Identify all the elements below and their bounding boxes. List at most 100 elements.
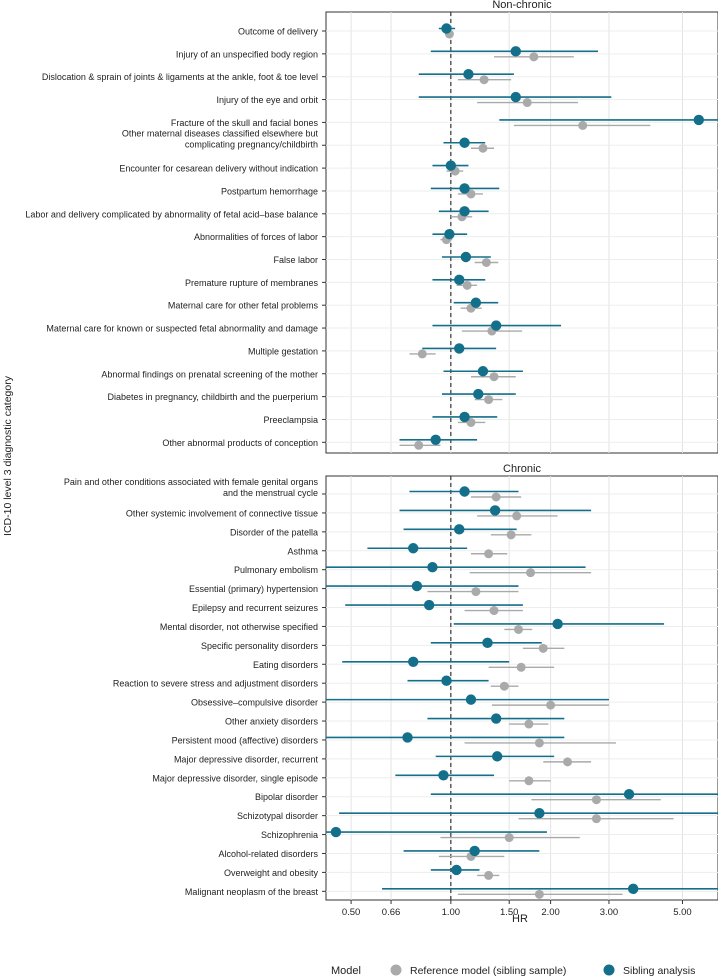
sib-point (459, 206, 470, 217)
sib-point (330, 826, 342, 838)
x-tick-label: 1.00 (442, 907, 461, 918)
x-tick-label: 0.50 (342, 907, 361, 918)
sib-point (454, 274, 465, 286)
ref-point (529, 52, 539, 62)
row-label: Obsessive–compulsive disorder (191, 698, 318, 708)
row-label: Diabetes in pregnancy, childbirth and th… (108, 392, 318, 402)
row-label: Postpartum hemorrhage (221, 186, 318, 196)
row-label: Reaction to severe stress and adjustment… (113, 679, 319, 689)
ref-point (513, 624, 523, 634)
x-axis-label: HR (512, 913, 528, 925)
ref-point (466, 417, 476, 427)
panel-0: Non-chronic Outcome of delivery Injury of … (25, 0, 718, 454)
row-label: Disorder of the patella (230, 527, 318, 537)
legend-sibling-marker (603, 964, 615, 976)
ref-point (504, 833, 514, 843)
row-label: Asthma (287, 546, 318, 556)
sib-point (451, 864, 462, 876)
ref-point (522, 98, 532, 108)
sib-point (469, 845, 480, 857)
sib-point (552, 618, 563, 630)
ref-point (489, 372, 499, 382)
sib-point (482, 637, 493, 649)
sib-point (490, 713, 502, 724)
row-label: Bipolar disorder (255, 792, 318, 802)
row-label: Pulmonary embolism (234, 565, 318, 575)
row-label: Abnormal findings on prenatal screening … (101, 369, 318, 379)
ref-point (563, 757, 573, 767)
ref-point (506, 530, 516, 540)
sib-point (465, 694, 477, 705)
legend-reference-marker (390, 964, 402, 976)
ref-point (414, 440, 424, 450)
row-label: Encounter for cesarean delivery without … (119, 164, 318, 174)
row-label: Eating disorders (253, 660, 319, 670)
panel-title: Chronic (503, 463, 541, 475)
ref-point (462, 280, 472, 290)
ref-point (484, 870, 494, 880)
row-label: Fracture of the skull and facial bones (171, 118, 319, 128)
row-label: False labor (273, 255, 318, 265)
sib-point (445, 160, 457, 171)
row-label: Preeclampsia (263, 415, 318, 425)
ref-point (538, 643, 548, 653)
panels: Non-chronic Outcome of delivery Injury of … (25, 0, 718, 901)
ref-point (499, 681, 509, 691)
sib-point (463, 69, 474, 80)
sib-point (492, 751, 503, 762)
ref-point (484, 549, 494, 559)
sib-point (423, 599, 435, 611)
sib-point (444, 228, 455, 240)
sib-point (411, 580, 423, 592)
ref-point (591, 814, 601, 824)
legend-sibling-label: Sibling analysis (623, 965, 695, 977)
ref-point (489, 606, 499, 616)
row-label: Schizotypal disorder (237, 811, 318, 821)
y-axis-label: ICD-10 level 3 diagnostic category (2, 375, 14, 536)
sib-point (408, 656, 419, 667)
row-label: Specific personality disorders (201, 641, 319, 651)
sib-point (438, 770, 449, 781)
ref-point (417, 349, 427, 359)
ref-point (479, 75, 489, 85)
sib-point (402, 732, 413, 743)
row-label: Other abnormal products of conception (162, 438, 318, 448)
row-label: Other maternal diseases classified elsew… (122, 128, 319, 138)
x-tick-label: 1.50 (500, 907, 519, 918)
sib-point (473, 388, 484, 400)
sib-point (430, 434, 441, 445)
row-label: Essential (primary) hypertension (189, 584, 318, 594)
row-label: Other anxiety disorders (225, 717, 319, 727)
sib-point (454, 343, 465, 354)
x-tick-label: 5.00 (673, 907, 692, 918)
row-label: Pain and other conditions associated wit… (64, 477, 319, 487)
sib-point (459, 137, 470, 148)
sib-point (510, 46, 521, 57)
row-label: Maternal care for known or suspected fet… (46, 324, 318, 334)
ref-point (481, 258, 491, 267)
x-axis: 0.50 0.66 1.00 1.50 2.00 3.00 5.00 (342, 900, 692, 918)
x-tick-label: 3.00 (600, 907, 619, 918)
sib-point (459, 411, 470, 423)
panel-title: Non-chronic (492, 0, 552, 11)
row-label: Epilepsy and recurrent seizures (192, 603, 319, 613)
row-label: Persistent mood (affective) disorders (172, 735, 319, 745)
sib-point (510, 91, 521, 103)
sib-point (477, 366, 489, 377)
row-label: Injury of the eye and orbit (216, 95, 318, 105)
panel-1: Chronic Pain and other conditions associa… (64, 463, 718, 901)
sib-point (693, 114, 704, 126)
row-label: Other systemic involvement of connective… (126, 508, 318, 518)
ref-point (534, 738, 544, 748)
row-label: Mental disorder, not otherwise specified (160, 622, 318, 632)
sib-point (441, 675, 452, 686)
row-label: and the menstrual cycle (223, 488, 318, 498)
row-label: Maternal care for other fetal problems (168, 301, 319, 311)
panel-frame (325, 11, 718, 454)
sib-point (490, 320, 502, 331)
sib-point (408, 543, 419, 554)
ref-point (591, 795, 601, 805)
sib-point (470, 297, 482, 308)
sib-point (489, 505, 501, 516)
row-label: Multiple gestation (248, 346, 318, 356)
